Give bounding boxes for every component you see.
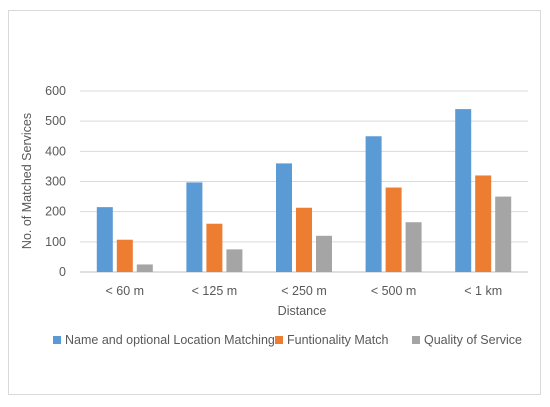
bar [276, 163, 292, 272]
legend-swatch [412, 336, 420, 344]
legend-swatch [53, 336, 61, 344]
bar [116, 239, 133, 272]
chart-frame [8, 10, 541, 395]
bar [226, 249, 243, 272]
bar [206, 223, 223, 272]
bar [475, 175, 492, 272]
legend-label: Name and optional Location Matching [65, 333, 275, 347]
bar [455, 109, 472, 272]
y-axis-title: No. of Matched Services [20, 113, 34, 249]
x-tick-label: < 60 m [106, 284, 145, 298]
x-tick-label: < 125 m [192, 284, 238, 298]
y-tick-label: 100 [45, 235, 66, 249]
y-tick-label: 300 [45, 175, 66, 189]
y-tick-label: 600 [45, 84, 66, 98]
bar [405, 222, 422, 272]
y-tick-label: 200 [45, 205, 66, 219]
x-axis-title: Distance [278, 304, 327, 318]
y-tick-label: 0 [59, 265, 66, 279]
bar [136, 264, 153, 272]
y-axis-ticks: 0 100 200 300 400 500 600 [45, 84, 66, 279]
x-tick-label: < 500 m [371, 284, 417, 298]
x-tick-label: < 1 km [464, 284, 502, 298]
x-tick-label: < 250 m [281, 284, 327, 298]
bar [316, 235, 332, 272]
y-tick-label: 500 [45, 114, 66, 128]
bar [495, 196, 512, 272]
bars [96, 109, 512, 272]
bar [96, 207, 113, 272]
legend-label: Quality of Service [424, 333, 522, 347]
x-axis-ticks: < 60 m < 125 m < 250 m < 500 m < 1 km [106, 284, 503, 298]
bar [385, 187, 402, 272]
bar [365, 136, 382, 272]
legend-label: Funtionality Match [287, 333, 388, 347]
bar [186, 182, 203, 272]
legend: Name and optional Location Matching Funti… [53, 333, 522, 347]
y-tick-label: 400 [45, 144, 66, 158]
legend-swatch [275, 336, 283, 344]
gridlines [80, 90, 528, 273]
bar [296, 207, 312, 272]
